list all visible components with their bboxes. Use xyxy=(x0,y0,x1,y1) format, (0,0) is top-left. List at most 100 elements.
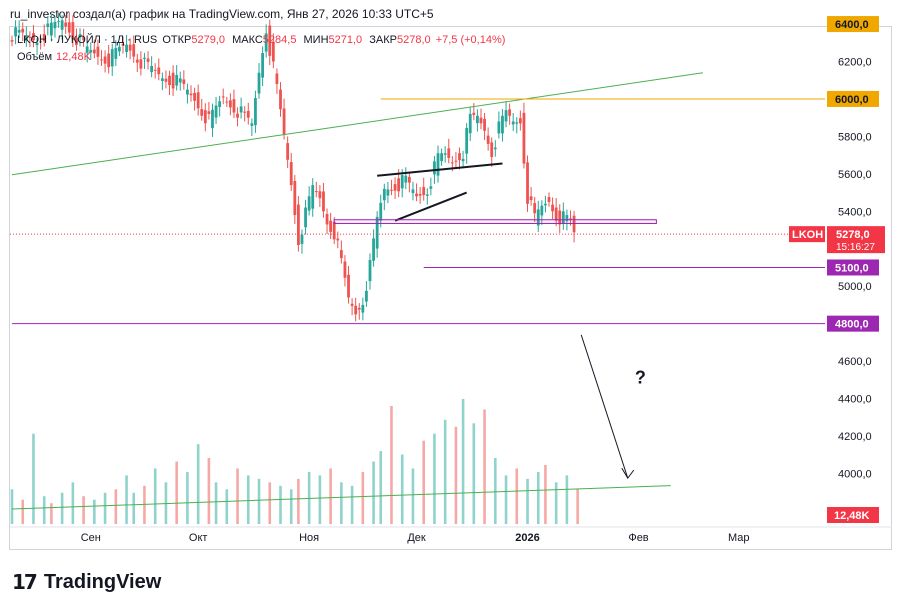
candle-body xyxy=(476,115,479,124)
trendline-1[interactable] xyxy=(11,485,671,510)
candle-body xyxy=(279,89,282,110)
candle-body xyxy=(336,238,340,241)
candle-body xyxy=(314,191,318,193)
symbol-legend: LKOH · ЛУКОЙЛ · 1Д · RUS ОТКР5279,0 МАКС… xyxy=(17,34,507,46)
candle-body xyxy=(329,220,333,232)
candle-body xyxy=(243,111,247,113)
change-value: +7,5 (+0,14%) xyxy=(435,34,506,46)
candle-body xyxy=(193,92,196,101)
low-label: МИН xyxy=(303,34,329,46)
candle-body xyxy=(28,36,32,38)
chart-frame xyxy=(9,26,892,550)
volume-bar xyxy=(196,444,200,524)
volume-bar xyxy=(214,482,218,524)
candle-body xyxy=(536,209,540,226)
candle-body xyxy=(211,109,214,129)
volume-bar xyxy=(411,468,415,524)
candle-body xyxy=(382,188,386,201)
candle-body xyxy=(411,189,415,194)
candle-body xyxy=(139,59,143,69)
y-axis-tick-label: 4000,0 xyxy=(838,468,872,480)
candle-body xyxy=(42,34,46,42)
candle-body xyxy=(118,46,121,52)
candle-body xyxy=(182,79,186,84)
candle-body xyxy=(561,211,565,224)
candle-body xyxy=(522,112,526,164)
volume-bar xyxy=(400,454,404,524)
candle-body xyxy=(425,194,429,196)
candle-body xyxy=(504,110,508,122)
candle-body xyxy=(529,196,533,201)
volume-bar xyxy=(461,399,465,524)
volume-badge-bg xyxy=(827,507,879,523)
x-axis-tick-label: Дек xyxy=(407,532,426,544)
volume-bar xyxy=(422,440,425,524)
candle-body xyxy=(472,112,476,115)
candle-body xyxy=(257,72,261,94)
candle-body xyxy=(143,57,146,59)
candle-body xyxy=(293,180,297,216)
candle-body xyxy=(365,290,368,302)
candle-body xyxy=(407,176,411,183)
y-axis-tick-label: 5600,0 xyxy=(838,169,872,181)
volume-bar xyxy=(225,489,229,524)
candle-body xyxy=(440,153,443,162)
candle-body xyxy=(497,121,501,134)
symbol-label[interactable]: LKOH · ЛУКОЙЛ · 1Д · RUS xyxy=(17,34,158,46)
candle-body xyxy=(128,44,132,51)
candle-body xyxy=(157,67,161,75)
candle-body xyxy=(282,108,286,135)
trendline-3[interactable] xyxy=(394,191,468,222)
candle-body xyxy=(297,204,300,246)
candle-body xyxy=(436,153,440,176)
candle-body xyxy=(103,56,107,64)
volume-bar xyxy=(433,433,436,524)
candle-body xyxy=(486,135,490,144)
candle-body xyxy=(232,99,236,113)
volume-bar xyxy=(472,423,476,524)
volume-bar xyxy=(554,482,558,524)
candle-body xyxy=(454,160,458,162)
candle-body xyxy=(379,202,383,221)
candle-body xyxy=(465,127,469,154)
candle-body xyxy=(200,109,204,116)
volume-bar xyxy=(350,485,354,524)
candle-body xyxy=(322,191,325,212)
trendline-2[interactable] xyxy=(377,162,503,177)
candle-body xyxy=(343,261,347,278)
candle-body xyxy=(526,162,529,204)
volume-legend: Объём 12,48K xyxy=(17,51,91,63)
candle-body xyxy=(150,65,154,72)
trendline-0[interactable] xyxy=(11,72,704,176)
candle-body xyxy=(60,20,64,30)
volume-bar xyxy=(494,458,497,524)
volume-bar xyxy=(379,451,383,524)
candle-body xyxy=(228,100,232,108)
volume-bar xyxy=(246,475,250,524)
candle-body xyxy=(121,43,125,46)
chart-header-attribution: ru_investor создал(а) график на TradingV… xyxy=(10,7,434,21)
level-price-tag: 6000,0 xyxy=(835,94,869,106)
candle-body xyxy=(390,189,393,191)
candle-body xyxy=(32,33,35,41)
trendline-4[interactable] xyxy=(580,334,629,479)
candle-body xyxy=(85,46,89,53)
candle-body xyxy=(250,123,254,126)
y-axis-tick-label: 4200,0 xyxy=(838,431,872,443)
candle-body xyxy=(221,96,225,98)
level-price-tag: 6400,0 xyxy=(835,19,869,31)
ticker-tag-bg xyxy=(789,226,825,243)
candle-body xyxy=(551,204,554,212)
candle-body xyxy=(368,259,372,282)
candle-body xyxy=(214,105,218,118)
candle-body xyxy=(404,175,408,183)
volume-bar xyxy=(340,482,343,524)
candle-body xyxy=(572,215,576,233)
support-zone[interactable] xyxy=(333,219,657,224)
candle-body xyxy=(53,21,57,29)
tradingview-logo[interactable]: 17 TradingView xyxy=(12,570,161,594)
candle-body xyxy=(246,110,250,118)
candle-body xyxy=(569,218,572,220)
volume-bar xyxy=(390,405,393,524)
